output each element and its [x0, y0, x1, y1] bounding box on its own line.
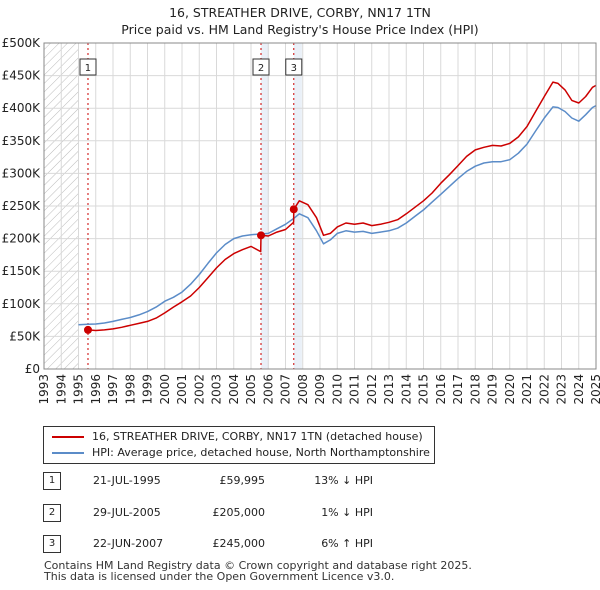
- y-tick-label: £200K: [2, 232, 42, 246]
- x-tick-label: 2017: [451, 374, 465, 405]
- transaction-price: £245,000: [212, 537, 266, 550]
- x-tick-label: 2025: [589, 374, 600, 405]
- x-tick-label: 2002: [192, 374, 206, 405]
- footer-line-2: This data is licensed under the Open Gov…: [44, 570, 395, 583]
- sale-point: [257, 231, 266, 240]
- series-line-property: [87, 81, 597, 332]
- transaction-hpi: 13% ↓ HPI: [314, 474, 373, 487]
- x-tick-label: 2009: [313, 374, 327, 405]
- chart-title: 16, STREATHER DRIVE, CORBY, NN17 1TN Pri…: [0, 4, 600, 38]
- legend-label-property: 16, STREATHER DRIVE, CORBY, NN17 1TN (de…: [92, 430, 423, 443]
- x-tick-label: 2014: [399, 374, 413, 405]
- y-tick-label: £250K: [2, 199, 42, 213]
- x-tick-label: 1993: [37, 374, 51, 405]
- y-tick-label: £50K: [9, 329, 41, 343]
- transaction-date: 22-JUN-2007: [93, 537, 164, 550]
- x-tick-label: 2007: [279, 374, 293, 405]
- legend-item-hpi: HPI: Average price, detached house, Nort…: [52, 445, 430, 461]
- x-tick-label: 2023: [555, 374, 569, 405]
- y-tick-label: £500K: [2, 36, 42, 50]
- x-tick-label: 2000: [158, 374, 172, 405]
- transaction-hpi: 1% ↓ HPI: [321, 506, 373, 519]
- sale-label-box: [285, 58, 303, 76]
- transaction-date: 21-JUL-1995: [93, 474, 161, 487]
- y-tick-label: £450K: [2, 69, 42, 83]
- y-tick-label: £0: [25, 362, 40, 376]
- y-tick-label: £350K: [2, 134, 42, 148]
- x-tick-label: 2022: [537, 374, 551, 405]
- x-tick-label: 2021: [520, 374, 534, 405]
- legend-item-property: 16, STREATHER DRIVE, CORBY, NN17 1TN (de…: [52, 429, 423, 445]
- footer: Contains HM Land Registry data © Crown c…: [44, 560, 472, 582]
- x-tick-label: 2013: [382, 374, 396, 405]
- transaction-date: 29-JUL-2005: [93, 506, 161, 519]
- y-tick-label: £100K: [2, 297, 42, 311]
- x-tick-label: 2024: [572, 374, 586, 405]
- transaction-price: £205,000: [212, 506, 266, 519]
- y-tick-label: £300K: [2, 166, 42, 180]
- sale-label: 3: [291, 63, 297, 74]
- x-tick-label: 2011: [348, 374, 362, 405]
- x-tick-label: 2020: [503, 374, 517, 405]
- title-line-2: Price paid vs. HM Land Registry's House …: [121, 22, 479, 37]
- legend-swatch-property: [52, 436, 84, 438]
- x-tick-label: 2005: [244, 374, 258, 405]
- x-tick-label: 2004: [227, 374, 241, 405]
- legend: 16, STREATHER DRIVE, CORBY, NN17 1TN (de…: [43, 426, 435, 464]
- sale-label-box: [252, 58, 270, 76]
- x-tick-label: 2008: [296, 374, 310, 405]
- x-tick-label: 1998: [123, 374, 137, 405]
- x-tick-label: 2003: [210, 374, 224, 405]
- x-tick-label: 2016: [434, 374, 448, 405]
- x-tick-label: 2006: [261, 374, 275, 405]
- transaction-number: 1: [43, 472, 61, 490]
- footer-line-1: Contains HM Land Registry data © Crown c…: [44, 559, 472, 572]
- legend-label-hpi: HPI: Average price, detached house, Nort…: [92, 446, 430, 459]
- plot-frame: [43, 42, 597, 370]
- x-tick-label: 1997: [106, 374, 120, 405]
- sale-point: [289, 205, 298, 214]
- y-tick-label: £150K: [2, 264, 42, 278]
- sale-label-box: [79, 58, 97, 76]
- x-tick-label: 2001: [175, 374, 189, 405]
- x-tick-label: 2019: [486, 374, 500, 405]
- transaction-number: 3: [43, 535, 61, 553]
- sale-label: 1: [85, 63, 91, 74]
- sale-label: 2: [258, 63, 264, 74]
- transaction-hpi: 6% ↑ HPI: [321, 537, 373, 550]
- transaction-number: 2: [43, 504, 61, 522]
- transaction-price: £59,995: [219, 474, 266, 487]
- series-line-hpi: [78, 104, 597, 326]
- y-tick-label: £400K: [2, 101, 42, 115]
- x-tick-label: 1994: [54, 374, 68, 405]
- x-tick-label: 2018: [468, 374, 482, 405]
- title-line-1: 16, STREATHER DRIVE, CORBY, NN17 1TN: [169, 5, 431, 20]
- x-tick-label: 2015: [417, 374, 431, 405]
- x-tick-label: 1996: [89, 374, 103, 405]
- x-tick-label: 1995: [72, 374, 86, 405]
- sale-point: [83, 325, 92, 334]
- x-tick-label: 2010: [330, 374, 344, 405]
- x-tick-label: 1999: [141, 374, 155, 405]
- x-tick-label: 2012: [365, 374, 379, 405]
- legend-swatch-hpi: [52, 452, 84, 454]
- price-chart: 1 2 3 1993 1994 1995 1996 1997 1998 1999 2000 2001…: [2, 36, 600, 405]
